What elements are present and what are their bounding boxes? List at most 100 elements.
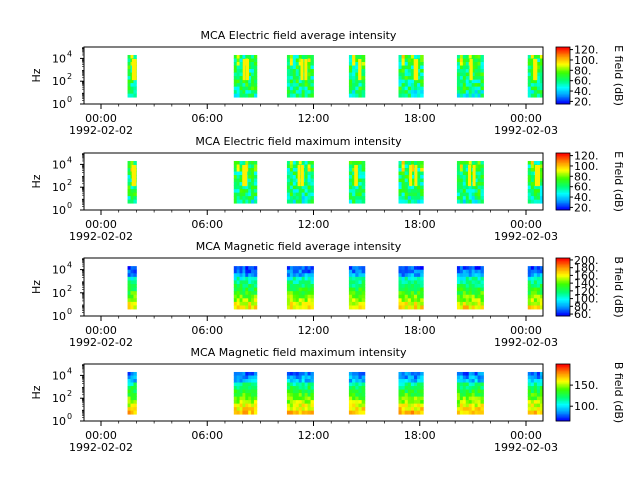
heatmap-cell <box>236 389 240 394</box>
heatmap-cell <box>251 164 255 169</box>
heatmap-cell <box>286 305 291 310</box>
heatmap-cell <box>404 175 409 179</box>
heatmap-cell <box>292 410 297 415</box>
heatmap-cell <box>358 284 363 288</box>
heatmap-cell <box>474 266 478 271</box>
heatmap-cell <box>292 298 297 303</box>
heatmap-cell <box>301 400 306 405</box>
heatmap-cell <box>130 79 134 84</box>
heatmap-streak <box>131 59 135 81</box>
heatmap-cell <box>471 393 476 397</box>
heatmap-cell <box>236 294 240 299</box>
heatmap-cell <box>536 185 541 190</box>
heatmap-cell <box>307 403 311 408</box>
heatmap-cell <box>407 379 412 383</box>
colorbar-segment <box>556 71 570 74</box>
heatmap-cell <box>292 86 297 91</box>
heatmap-cell <box>355 305 359 310</box>
heatmap-cell <box>536 276 541 281</box>
heatmap-cell <box>239 54 243 59</box>
x-tick-label: 18:00 <box>404 324 436 337</box>
heatmap-cell <box>358 375 363 380</box>
heatmap-cell <box>527 83 532 88</box>
heatmap-cell <box>245 90 249 95</box>
colorbar-segment <box>556 171 570 174</box>
heatmap-cell <box>304 178 308 183</box>
heatmap-cell <box>459 178 464 183</box>
heatmap-cell <box>352 182 356 186</box>
heatmap-cell <box>407 90 412 95</box>
heatmap-cell <box>133 196 137 201</box>
heatmap-cell <box>253 276 258 281</box>
heatmap-cell <box>242 396 246 401</box>
heatmap-cell <box>253 86 258 91</box>
heatmap-cell <box>358 305 363 310</box>
heatmap-cell <box>459 305 464 310</box>
colorbar-segment <box>556 174 570 177</box>
heatmap-cell <box>361 382 366 387</box>
heatmap-cell <box>530 393 535 397</box>
heatmap-cell <box>251 276 255 281</box>
heatmap-cell <box>248 189 252 194</box>
heatmap-cell <box>253 175 258 179</box>
heatmap-cell <box>245 400 249 405</box>
heatmap-cell <box>530 58 535 63</box>
heatmap-cell <box>127 298 131 303</box>
heatmap-cell <box>301 185 306 190</box>
heatmap-cell <box>239 65 243 70</box>
heatmap-cell <box>533 269 538 274</box>
colorbar-segment <box>556 403 570 406</box>
heatmap-cell <box>530 182 535 186</box>
heatmap-cell <box>233 396 238 401</box>
heatmap-cell <box>361 305 366 310</box>
heatmap-cell <box>398 389 402 394</box>
heatmap-cell <box>292 185 297 190</box>
heatmap-cell <box>251 403 255 408</box>
heatmap-cell <box>474 280 478 285</box>
y-tick-label-exponent: 2 <box>67 178 72 187</box>
heatmap-cell <box>295 386 300 390</box>
heatmap-cell <box>358 371 363 376</box>
heatmap-cell <box>462 276 467 281</box>
heatmap-cell <box>251 269 255 274</box>
heatmap-cell <box>410 393 415 397</box>
heatmap-cell <box>310 192 314 197</box>
colorbar-segment <box>556 406 570 409</box>
heatmap-cell <box>398 371 402 376</box>
heatmap-cell <box>292 72 297 77</box>
heatmap-cell <box>404 171 409 176</box>
heatmap-cell <box>242 54 246 59</box>
heatmap-cell <box>530 54 535 59</box>
heatmap-cell <box>133 382 137 387</box>
heatmap-cell <box>127 389 131 394</box>
heatmap-cell <box>127 266 131 271</box>
heatmap-cell <box>477 410 481 415</box>
colorbar-segment <box>556 94 570 96</box>
y-axis-label: Hz <box>30 280 43 294</box>
colorbar-segment <box>556 279 570 282</box>
heatmap-cell <box>307 86 311 91</box>
heatmap-cell <box>471 301 476 306</box>
heatmap-cell <box>239 62 243 66</box>
heatmap-cell <box>398 86 402 91</box>
heatmap-cell <box>477 83 481 88</box>
heatmap-cell <box>245 410 249 415</box>
colorbar-segment <box>556 75 570 78</box>
heatmap-cell <box>533 280 538 285</box>
heatmap-cell <box>471 93 476 98</box>
heatmap-cell <box>471 72 476 77</box>
heatmap-cell <box>236 168 240 172</box>
heatmap-cell <box>295 65 300 70</box>
heatmap-cell <box>462 76 467 80</box>
heatmap-cell <box>245 379 249 383</box>
heatmap-cell <box>407 76 412 80</box>
heatmap-cell <box>352 301 356 306</box>
heatmap-cell <box>236 164 240 169</box>
heatmap-cell <box>304 284 308 288</box>
colorbar-segment <box>556 379 570 382</box>
heatmap-cell <box>459 407 464 412</box>
heatmap-cell <box>474 76 478 80</box>
x-tick-label: 00:00 <box>510 112 542 125</box>
heatmap-cell <box>295 280 300 285</box>
heatmap-cell <box>298 58 303 63</box>
